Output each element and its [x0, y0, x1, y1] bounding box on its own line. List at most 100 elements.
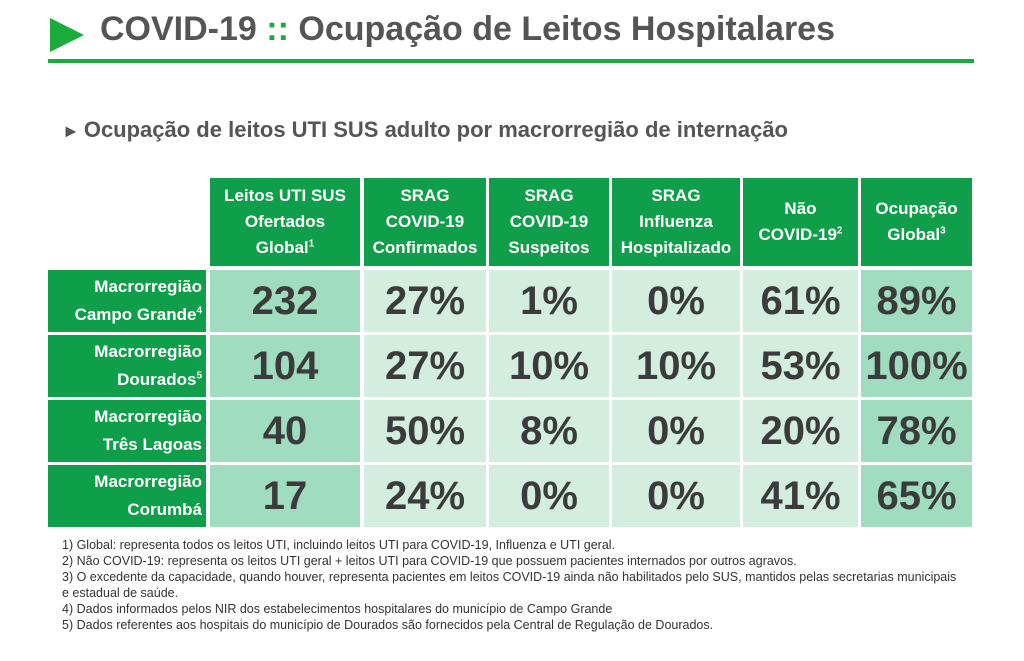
table-cell: 65% [861, 465, 972, 527]
column-header-line-text: Não [784, 199, 817, 218]
column-header-line: Hospitalizado [621, 235, 732, 261]
row-header-line: Macrorregião [94, 407, 202, 426]
column-header-line: Ocupação [875, 196, 957, 222]
column-header-line: Suspeitos [508, 235, 589, 261]
column-header-text: Não COVID-192 [759, 196, 843, 248]
column-header-text: Ocupação Global3 [875, 196, 957, 248]
column-header-line-text: Confirmados [372, 238, 478, 257]
column-header-text: SRAG COVID-19 Confirmados [373, 183, 478, 261]
footnotes: 1) Global: representa todos os leitos UT… [62, 537, 962, 633]
column-header-footnote-mark: 1 [308, 238, 315, 250]
title-separator: :: [266, 10, 289, 48]
table-cell: 20% [743, 400, 858, 462]
column-header-line-text: COVID-19 [509, 212, 589, 231]
column-header-text: SRAG COVID-19 Suspeitos [508, 183, 589, 261]
table-cell: 10% [612, 335, 740, 397]
column-header-text: Leitos UTI SUS Ofertados Global1 [224, 183, 346, 261]
table-cell: 27% [364, 335, 486, 397]
column-header-line-text: COVID-19 [385, 212, 465, 231]
column-header-line: Leitos UTI SUS [224, 183, 346, 209]
column-header-line-text: Hospitalizado [620, 238, 732, 257]
footnote-item: 4) Dados informados pelos NIR dos estabe… [62, 602, 613, 616]
column-header-line: COVID-192 [759, 222, 843, 248]
table-cell: 27% [364, 270, 486, 332]
table-cell: 78% [861, 400, 972, 462]
column-header-line: COVID-19 [373, 209, 478, 235]
table-cell: 0% [489, 465, 609, 527]
column-header-line: Global3 [875, 222, 957, 248]
column-header-text: SRAG Influenza Hospitalizado [621, 183, 732, 261]
table-cell: 89% [861, 270, 972, 332]
column-header-line-text: Ocupação [875, 199, 958, 218]
row-header-footnote-mark: 4 [196, 305, 202, 317]
row-header-line-text: Campo Grande [74, 305, 197, 324]
column-header-line-text: COVID-19 [758, 225, 837, 244]
column-header-line-text: SRAG [524, 186, 574, 205]
title-underline [48, 59, 974, 63]
column-header: SRAG Influenza Hospitalizado [612, 178, 740, 266]
row-header: Macrorregião Campo Grande4 [48, 270, 206, 332]
table-cell: 232 [210, 270, 360, 332]
column-header-line: Ofertados [224, 209, 346, 235]
table-cell: 61% [743, 270, 858, 332]
table-cell: 1% [489, 270, 609, 332]
column-header: Leitos UTI SUS Ofertados Global1 [210, 178, 360, 266]
column-header-line-text: Suspeitos [508, 238, 590, 257]
table-cell: 0% [612, 465, 740, 527]
column-header: SRAG COVID-19 Suspeitos [489, 178, 609, 266]
row-header: Macrorregião Dourados5 [48, 335, 206, 397]
row-header-line-text: Dourados [117, 370, 197, 389]
table-cell: 50% [364, 400, 486, 462]
table-cell: 41% [743, 465, 858, 527]
column-header-line: SRAG [508, 183, 589, 209]
row-header-line: Macrorregião [94, 277, 202, 296]
column-header-line: Influenza [621, 209, 732, 235]
title-rest: Ocupação de Leitos Hospitalares [298, 10, 836, 48]
column-header-footnote-mark: 2 [836, 225, 843, 237]
page-title: COVID-19 :: Ocupação de Leitos Hospitala… [100, 10, 835, 49]
column-header: SRAG COVID-19 Confirmados [364, 178, 486, 266]
column-header-line-text: Global [255, 238, 309, 257]
section-subtitle: ► Ocupação de leitos UTI SUS adulto por m… [62, 117, 788, 143]
table-cell: 10% [489, 335, 609, 397]
table-cell: 40 [210, 400, 360, 462]
footnote-item: 2) Não COVID-19: representa os leitos UT… [62, 554, 797, 568]
row-header-line: Macrorregião [94, 472, 202, 491]
column-header-line: COVID-19 [508, 209, 589, 235]
table-cell: 0% [612, 400, 740, 462]
column-header-line-text: SRAG [400, 186, 450, 205]
column-header-line: SRAG [621, 183, 732, 209]
footnote-item: 3) O excedente da capacidade, quando hou… [62, 570, 957, 600]
row-header-line: Três Lagoas [103, 431, 202, 459]
row-header-line-text: Três Lagoas [102, 435, 202, 454]
row-header-footnote-mark: 5 [196, 370, 202, 382]
table-cell: 24% [364, 465, 486, 527]
column-header-line-text: Leitos UTI SUS [224, 186, 346, 205]
column-header-footnote-mark: 3 [940, 225, 946, 237]
row-header-line: Macrorregião [94, 342, 202, 361]
row-header-line: Dourados5 [117, 366, 202, 394]
table-cell: 53% [743, 335, 858, 397]
column-header-line: Global1 [224, 235, 346, 261]
footnote-item: 1) Global: representa todos os leitos UT… [62, 538, 616, 552]
table-cell: 8% [489, 400, 609, 462]
title-main: COVID-19 [100, 10, 257, 48]
title-arrow-icon [50, 18, 84, 52]
column-header-line-text: SRAG [651, 186, 701, 205]
column-header: Não COVID-192 [743, 178, 858, 266]
column-header: Ocupação Global3 [861, 178, 972, 266]
column-header-line: Confirmados [373, 235, 478, 261]
table-cell: 100% [861, 335, 972, 397]
subtitle-text: Ocupação de leitos UTI SUS adulto por ma… [83, 117, 788, 142]
subtitle-triangle-icon: ► [62, 121, 80, 141]
table-cell: 104 [210, 335, 360, 397]
footnote-item: 5) Dados referentes aos hospitais do mun… [62, 618, 714, 632]
column-header-line: SRAG [373, 183, 478, 209]
row-header: Macrorregião Três Lagoas [48, 400, 206, 462]
column-header-line-text: Influenza [639, 212, 713, 231]
column-header-line-text: Ofertados [244, 212, 326, 231]
table-cell: 17 [210, 465, 360, 527]
table-cell: 0% [612, 270, 740, 332]
column-header-line: Não [759, 196, 843, 222]
column-header-line-text: Global [887, 225, 941, 244]
